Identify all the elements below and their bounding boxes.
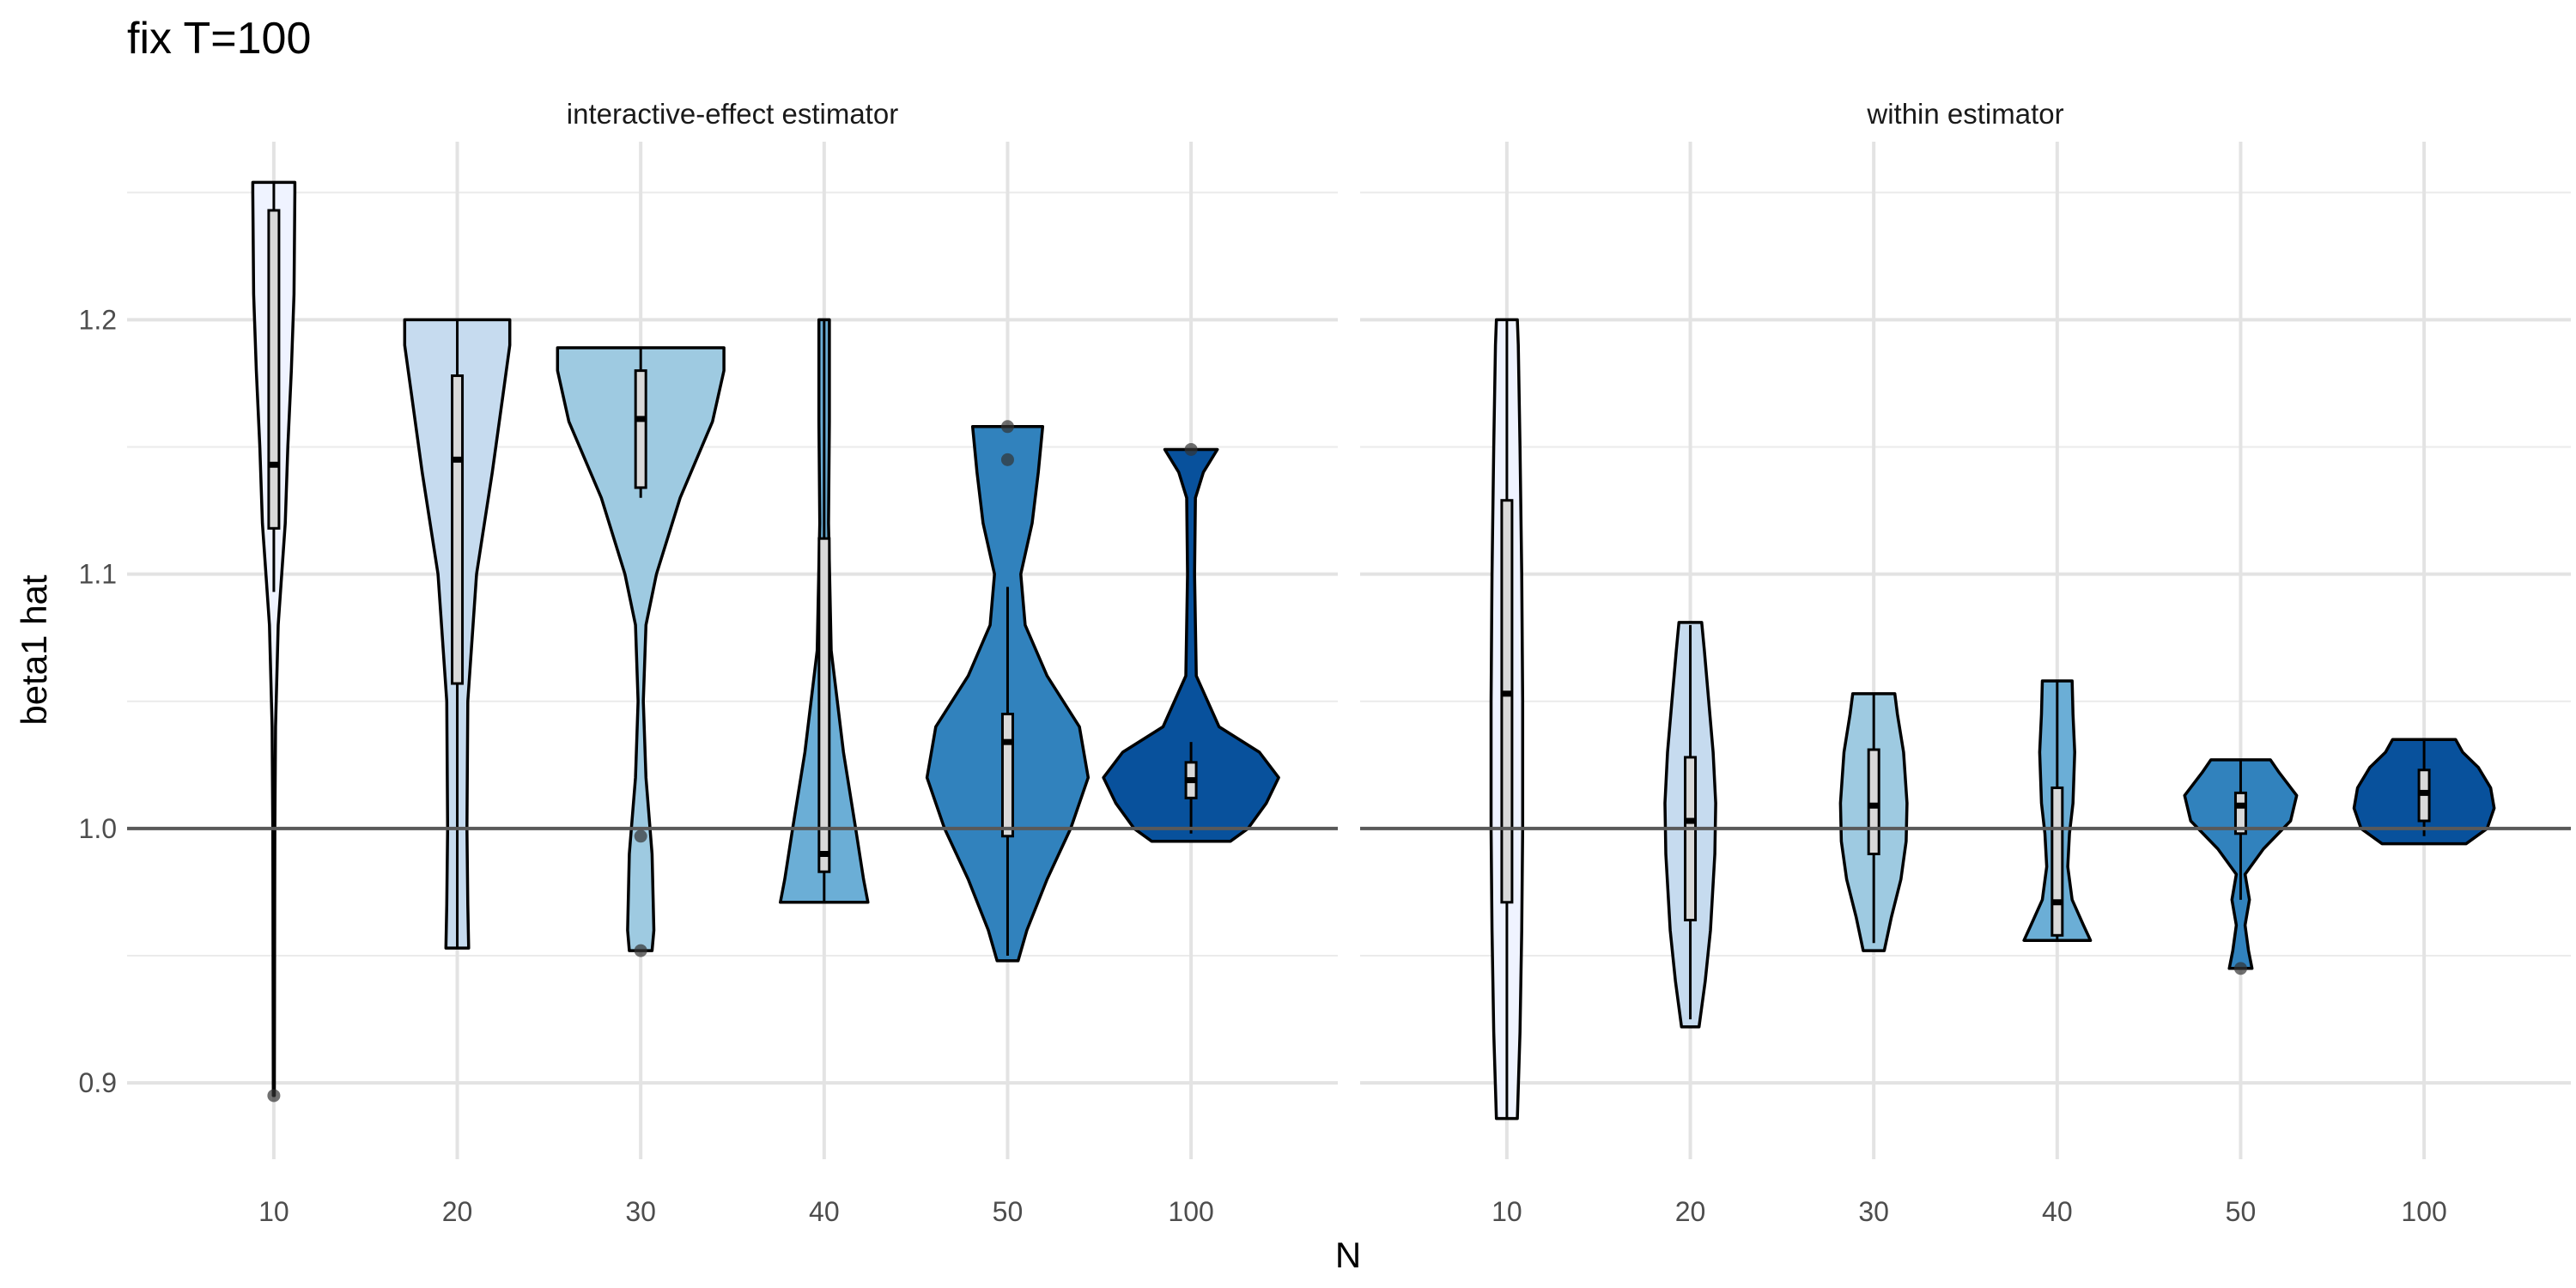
outlier-point (1184, 442, 1198, 456)
x-tick-label: 100 (1168, 1196, 1213, 1227)
chart-title: fix T=100 (127, 14, 311, 64)
x-tick-label: 30 (1858, 1196, 1889, 1227)
box-iqr (267, 209, 281, 530)
box-iqr (634, 369, 647, 489)
x-tick-label: 50 (2226, 1196, 2257, 1227)
label-layer: interactive-effect estimator 10 20 30 40 50 10… (79, 98, 2447, 1227)
x-tick-label: 40 (809, 1196, 840, 1227)
outlier-point (1000, 453, 1014, 466)
y-tick-label: 1.0 (79, 813, 117, 844)
y-tick-label: 1.2 (79, 304, 117, 335)
x-tick-label: 20 (1675, 1196, 1706, 1227)
box-iqr (451, 374, 465, 685)
outlier-point (1000, 420, 1014, 434)
x-tick-label: 20 (442, 1196, 473, 1227)
outlier-point (634, 944, 647, 957)
y-tick-label: 1.1 (79, 559, 117, 590)
box-iqr (1867, 748, 1880, 855)
box-iqr (1000, 713, 1014, 838)
violin-shape (1102, 447, 1280, 843)
x-tick-label: 10 (1492, 1196, 1522, 1227)
box-iqr (1684, 756, 1698, 922)
box-iqr (817, 537, 831, 873)
y-axis-label: beta1 hat (14, 574, 54, 725)
panel-strip-label: within estimator (1866, 98, 2063, 130)
box-iqr (2050, 786, 2064, 937)
plot-layer (127, 180, 2571, 1121)
outlier-point (634, 829, 647, 843)
x-tick-label: 50 (993, 1196, 1024, 1227)
x-tick-label: 40 (2042, 1196, 2073, 1227)
x-tick-label: 10 (258, 1196, 289, 1227)
x-axis-label: N (1335, 1235, 1361, 1275)
outlier-point (267, 1089, 281, 1103)
panel-strip-label: interactive-effect estimator (567, 98, 898, 130)
y-tick-label: 0.9 (79, 1067, 117, 1098)
box-iqr (1500, 499, 1514, 904)
x-tick-label: 100 (2401, 1196, 2446, 1227)
violin-shape (251, 180, 297, 1097)
outlier-point (2233, 962, 2247, 975)
violin-shape (556, 346, 726, 952)
x-tick-label: 30 (625, 1196, 656, 1227)
grid-layer (127, 142, 2571, 1159)
